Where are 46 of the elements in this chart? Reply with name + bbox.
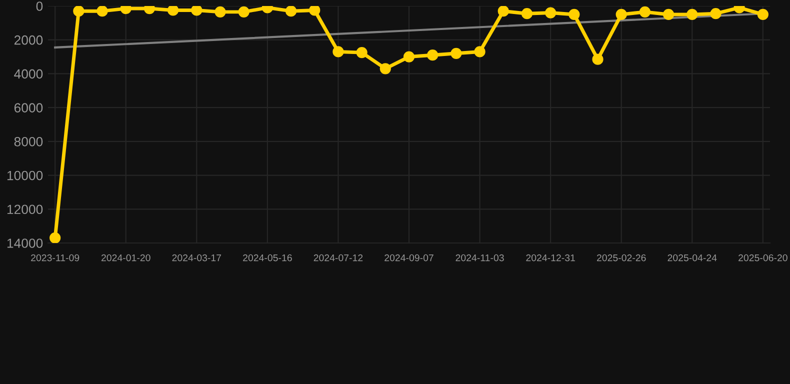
x-tick-label: 2025-06-20 [738, 254, 788, 262]
point [214, 6, 226, 18]
x-tick-label: 2024-03-17 [172, 254, 222, 262]
point [427, 50, 438, 61]
x-tick-label: 2024-01-20 [101, 254, 150, 262]
y-tick-label: 12000 [7, 204, 43, 214]
point [450, 48, 462, 59]
point [757, 8, 768, 20]
point [403, 51, 415, 62]
point [710, 8, 722, 20]
point [309, 6, 320, 16]
y-tick-label: 10000 [7, 170, 43, 180]
y-tick-label: 6000 [14, 103, 43, 112]
y-tick-label: 14000 [7, 238, 43, 248]
point [167, 6, 179, 16]
point [380, 63, 391, 74]
point [616, 8, 627, 20]
point [639, 6, 651, 18]
point [592, 54, 604, 65]
x-tick-label: 2024-09-07 [384, 254, 434, 262]
point [356, 46, 368, 58]
point [238, 6, 250, 18]
y-tick-label: 0 [36, 2, 43, 11]
point [50, 232, 61, 243]
x-tick-label: 2023-11-09 [31, 254, 80, 262]
point [96, 6, 108, 17]
point [191, 6, 202, 16]
x-tick-label: 2024-05-16 [243, 254, 292, 262]
x-tick-label: 2025-02-26 [596, 254, 646, 262]
x-tick-label: 2024-12-31 [526, 254, 575, 262]
point [285, 6, 297, 17]
point [498, 6, 509, 17]
x-tick-label: 2025-04-24 [668, 254, 717, 262]
y-tick-label: 2000 [14, 35, 43, 45]
point [568, 8, 580, 20]
point [686, 8, 698, 20]
point [73, 6, 84, 17]
x-tick-label: 2024-11-03 [456, 254, 504, 262]
point [545, 7, 556, 18]
y-tick-label: 4000 [14, 69, 43, 79]
y-tick-label: 8000 [14, 136, 43, 146]
point [521, 8, 533, 20]
point [332, 46, 344, 58]
point [662, 8, 674, 20]
point [474, 46, 486, 58]
x-tick-label: 2024-07-12 [314, 254, 363, 262]
